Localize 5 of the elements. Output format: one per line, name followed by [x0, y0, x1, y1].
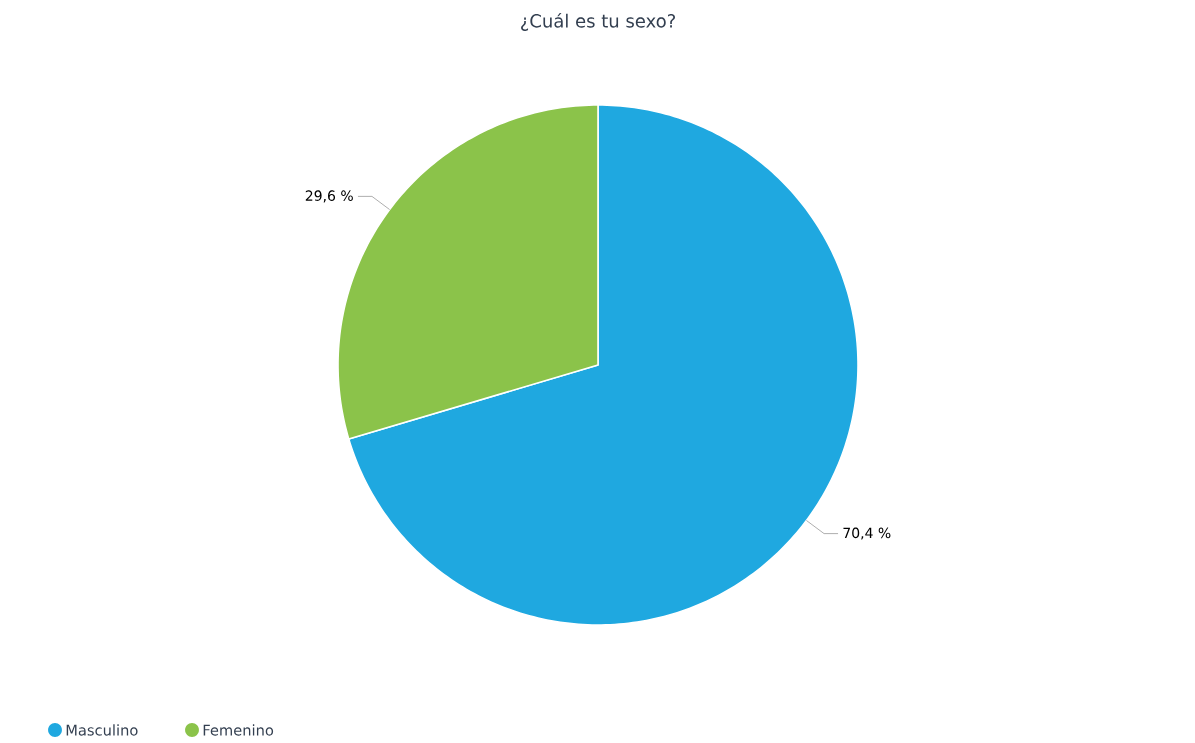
legend-label: Masculino: [66, 724, 138, 736]
data-label: 70,4 %: [843, 527, 891, 540]
data-label: 29,6 %: [305, 190, 353, 203]
legend-label: Femenino: [203, 724, 274, 736]
chart-title: ¿Cuál es tu sexo?: [521, 13, 675, 31]
